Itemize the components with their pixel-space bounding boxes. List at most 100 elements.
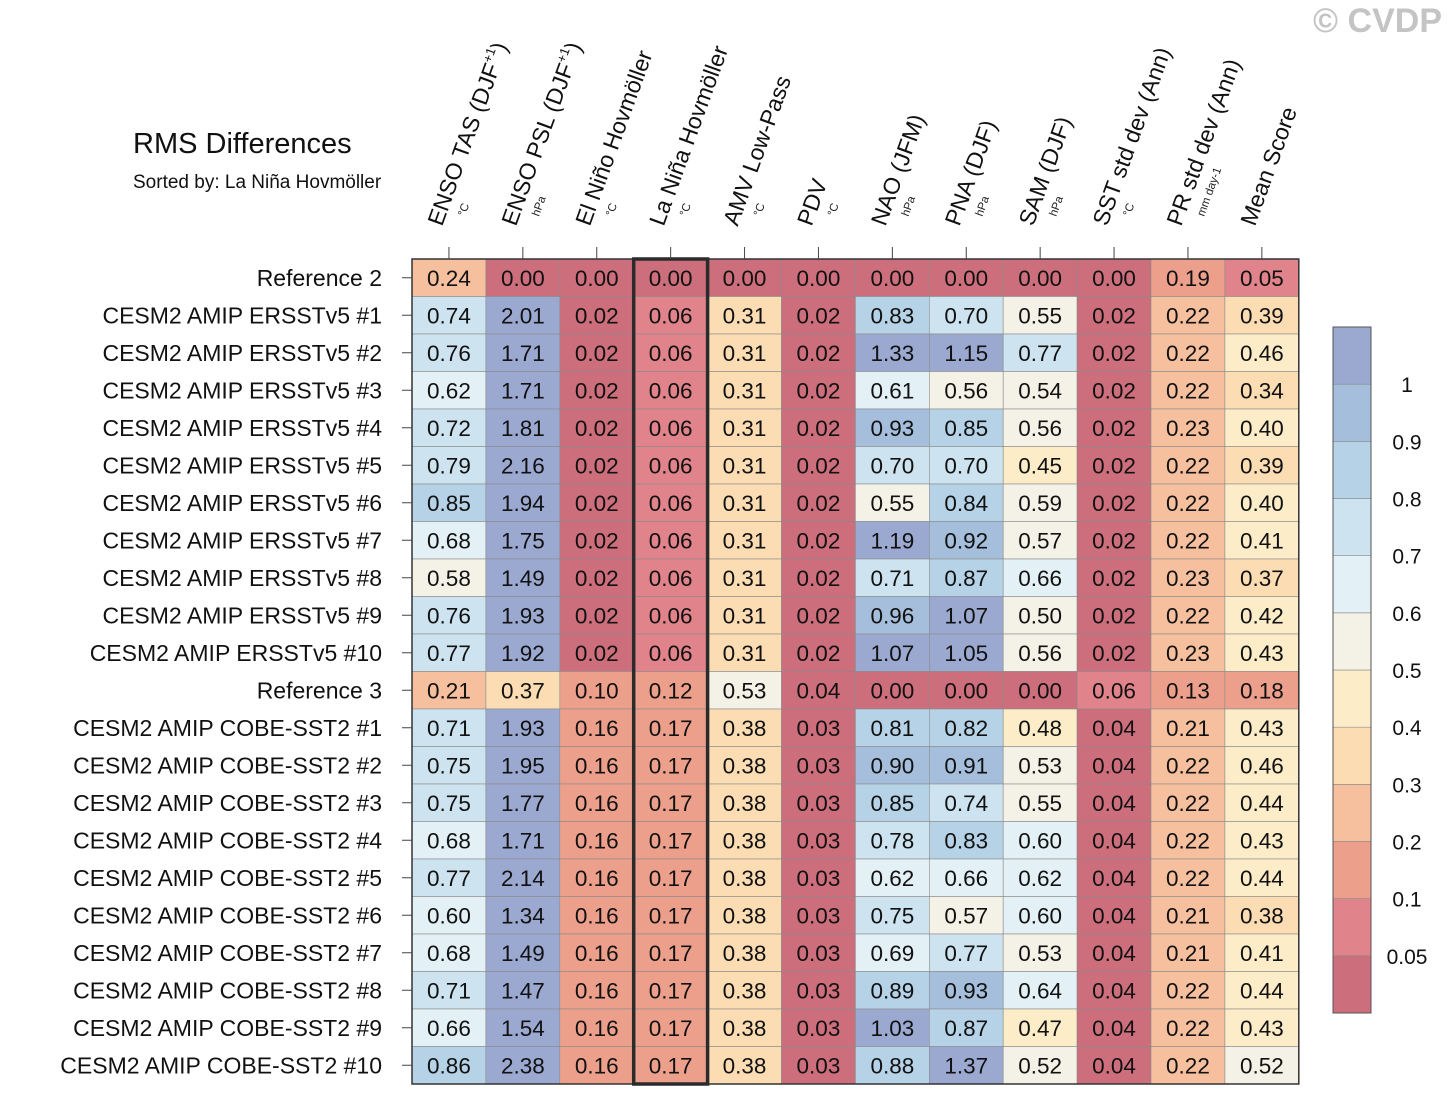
heatmap-cell: [1002, 333, 1078, 372]
cell-value: 0.68: [427, 828, 471, 853]
cell-value: 0.16: [575, 1016, 619, 1041]
cell-value: 0.38: [723, 866, 767, 891]
heatmap-cell: [1002, 821, 1078, 860]
heatmap-cell: [411, 971, 487, 1010]
colorbar-label: 0.4: [1392, 717, 1422, 740]
heatmap-cell: [855, 783, 930, 822]
cell-value: 0.50: [1018, 603, 1062, 628]
cell-value: 0.66: [1018, 566, 1062, 591]
row-label: CESM2 AMIP ERSSTv5 #4: [102, 415, 382, 441]
heatmap-cell: [1150, 821, 1226, 860]
column-unit: °C: [604, 202, 620, 218]
heatmap-cell: [559, 858, 634, 897]
heatmap-cell: [1076, 483, 1152, 522]
cell-value: 0.44: [1240, 866, 1284, 891]
cell-value: 0.02: [1092, 528, 1136, 553]
cell-value: 0.22: [1166, 603, 1210, 628]
heatmap-cell: [707, 1008, 782, 1047]
heatmap-cell: [1002, 783, 1078, 822]
cell-value: 1.49: [501, 566, 545, 591]
cell-value: 0.68: [427, 528, 471, 553]
row-label: CESM2 AMIP COBE-SST2 #9: [73, 1015, 382, 1041]
cell-value: 0.38: [723, 753, 767, 778]
heatmap-cell: [559, 483, 634, 522]
cell-value: 0.58: [427, 566, 471, 591]
cell-value: 0.22: [1166, 753, 1210, 778]
cell-value: 0.04: [797, 678, 841, 703]
column-label: SAM (DJF): [1013, 113, 1076, 229]
column-label: NAO (JFM): [866, 111, 930, 229]
cell-value: 0.90: [870, 753, 914, 778]
heatmap-cell: [1150, 446, 1226, 485]
heatmap-cell: [1076, 783, 1152, 822]
cell-value: 0.21: [1166, 716, 1210, 741]
cell-value: 0.17: [649, 866, 693, 891]
cell-value: 0.02: [575, 378, 619, 403]
cell-value: 0.02: [1092, 378, 1136, 403]
heatmap-cell: [781, 821, 856, 860]
cell-value: 0.96: [870, 603, 914, 628]
heatmap-cell: [411, 371, 487, 410]
row-label: CESM2 AMIP ERSSTv5 #7: [102, 527, 382, 553]
cell-value: 1.49: [501, 941, 545, 966]
heatmap-cell: [781, 558, 856, 597]
heatmap-cell: [707, 296, 782, 335]
cell-value: 0.56: [1018, 641, 1062, 666]
cell-value: 0.71: [427, 716, 471, 741]
cell-value: 0.17: [649, 828, 693, 853]
heatmap-cell: [1150, 783, 1226, 822]
colorbar-label: 0.7: [1392, 546, 1421, 569]
heatmap-cell: [781, 483, 856, 522]
row-label: CESM2 AMIP ERSSTv5 #8: [102, 565, 382, 591]
cell-value: 0.00: [1018, 678, 1062, 703]
cell-value: 0.22: [1166, 866, 1210, 891]
heatmap-cell: [781, 446, 856, 485]
column-unit: °C: [826, 202, 842, 218]
cell-value: 0.77: [427, 641, 471, 666]
cell-value: 0.17: [649, 1053, 693, 1078]
heatmap-cell: [633, 821, 708, 860]
cell-value: 0.52: [1018, 1053, 1062, 1078]
cell-value: 0.04: [1092, 903, 1136, 928]
cell-value: 0.22: [1166, 491, 1210, 516]
cell-value: 0.03: [797, 866, 841, 891]
heatmap-cell: [411, 558, 487, 597]
cell-value: 0.77: [944, 941, 988, 966]
colorbar-swatch: [1332, 383, 1372, 442]
cell-value: 1.95: [501, 753, 545, 778]
cell-value: 0.24: [427, 266, 471, 291]
cell-value: 0.53: [1018, 941, 1062, 966]
heatmap-cell: [1150, 671, 1226, 710]
column-label: La Niña Hovmöller: [644, 42, 733, 229]
cell-value: 1.47: [501, 978, 545, 1003]
heatmap-cell: [1076, 1046, 1152, 1085]
heatmap-cell: [1076, 596, 1152, 635]
heatmap-cell: [781, 858, 856, 897]
heatmap-cell: [707, 671, 782, 710]
cell-value: 0.38: [723, 903, 767, 928]
column-label: PNA (DJF): [940, 117, 1002, 229]
column-unit: hPa: [974, 194, 992, 218]
heatmap-cell: [411, 933, 487, 972]
heatmap-cell: [781, 371, 856, 410]
heatmap-cell: [559, 558, 634, 597]
heatmap-cell: [781, 296, 856, 335]
heatmap-cell: [781, 1008, 856, 1047]
heatmap-cell: [1002, 371, 1078, 410]
cell-value: 0.81: [870, 716, 914, 741]
heatmap-cell: [1076, 558, 1152, 597]
heatmap-cell: [633, 408, 708, 447]
cell-value: 0.64: [1018, 978, 1062, 1003]
colorbar-label: 0.8: [1392, 489, 1421, 512]
heatmap-cell: [633, 896, 708, 935]
heatmap-cell: [485, 258, 561, 297]
cell-value: 0.06: [649, 341, 693, 366]
cell-value: 0.12: [649, 678, 693, 703]
colorbar-swatch: [1332, 784, 1372, 842]
cell-value: 0.02: [797, 378, 841, 403]
heatmap-cell: [1002, 446, 1078, 485]
cell-value: 0.44: [1240, 978, 1284, 1003]
heatmap-cell: [485, 1046, 561, 1085]
cell-value: 0.38: [723, 791, 767, 816]
heatmap-cell: [1002, 633, 1078, 672]
